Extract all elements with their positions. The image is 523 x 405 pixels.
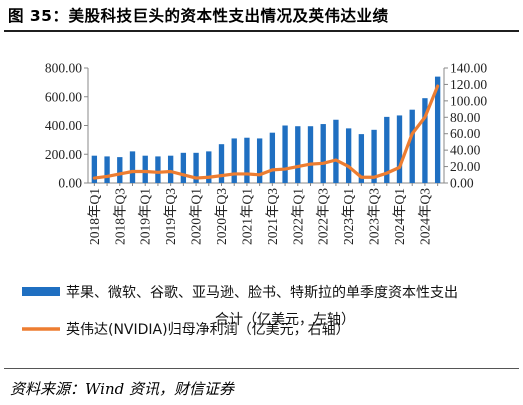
legend-line-label: 英伟达(NVIDIA)归母净利润（亿美元，右轴） <box>66 321 350 338</box>
left-axis-tick-label: 0.00 <box>58 176 82 191</box>
capex-bar <box>371 129 377 183</box>
right-axis-tick-label: 100.00 <box>450 93 487 108</box>
right-axis-tick-label: 0.00 <box>450 176 474 191</box>
capex-bar <box>422 98 428 183</box>
x-axis-tick-label: 2022年Q1 <box>290 188 305 245</box>
right-axis-tick-label: 140.00 <box>450 61 487 76</box>
capex-bar <box>333 119 339 183</box>
x-axis-tick-label: 2019年Q3 <box>163 188 178 245</box>
x-axis-tick-label: 2020年Q3 <box>214 188 229 245</box>
left-axis-tick-label: 200.00 <box>45 147 82 162</box>
x-axis-tick-label: 2022年Q3 <box>316 188 331 245</box>
capex-bar <box>206 151 212 183</box>
left-axis-tick-label: 800.00 <box>45 61 82 76</box>
x-axis-tick-label: 2020年Q1 <box>189 188 204 245</box>
x-axis-tick-label: 2019年Q1 <box>138 188 153 245</box>
legend-bar-label-line2: 合计（亿美元，左轴） <box>215 312 355 328</box>
capex-bar <box>218 144 225 183</box>
capex-bar <box>295 126 301 183</box>
capex-bar <box>167 155 174 183</box>
x-axis-tick-label: 2023年Q1 <box>341 188 356 245</box>
x-axis-tick-label: 2024年Q1 <box>392 188 407 245</box>
nvidia-profit-line <box>92 84 440 180</box>
x-axis-tick-label: 2018年Q1 <box>87 188 102 245</box>
right-axis-tick-label: 80.00 <box>450 110 481 125</box>
left-axis-tick-label: 400.00 <box>45 118 82 133</box>
left-axis-tick-label: 600.00 <box>45 89 82 104</box>
right-axis-tick-label: 60.00 <box>450 126 481 141</box>
x-axis-tick-label: 2021年Q1 <box>239 188 254 245</box>
x-axis-tick-label: 2024年Q3 <box>417 188 432 245</box>
capex-bar <box>269 132 276 183</box>
x-axis-tick-label: 2018年Q3 <box>112 188 127 245</box>
capex-bar <box>231 138 237 183</box>
capex-bar <box>320 124 326 183</box>
capex-bar <box>155 156 161 183</box>
capex-bar <box>180 152 187 183</box>
capex-bar <box>142 155 148 183</box>
figure-title: 图 35：美股科技巨头的资本性支出情况及英伟达业绩 <box>8 7 389 25</box>
x-axis-tick-label: 2021年Q3 <box>265 188 280 245</box>
capex-bar <box>129 151 136 183</box>
source-note: 资料来源：Wind 资讯，财信证券 <box>10 380 234 398</box>
capex-bar <box>104 156 110 183</box>
capex-bar <box>117 157 123 183</box>
capex-bar <box>384 116 390 183</box>
capex-bar <box>396 115 403 183</box>
capex-bar <box>282 125 288 183</box>
capex-bar <box>307 126 314 183</box>
capex-bar <box>409 109 415 183</box>
top-rule <box>4 30 519 32</box>
capex-bar <box>91 155 98 183</box>
capex-bar <box>345 128 352 183</box>
bottom-rule <box>4 368 519 369</box>
capex-bar <box>244 137 250 183</box>
capex-bar <box>434 76 441 183</box>
x-axis-tick-label: 2023年Q3 <box>367 188 382 245</box>
capex-bar <box>256 138 263 183</box>
right-axis-tick-label: 40.00 <box>450 143 481 158</box>
right-axis-tick-label: 120.00 <box>450 77 487 92</box>
right-axis-tick-label: 20.00 <box>450 159 481 174</box>
legend-bar-label-line1: 苹果、微软、谷歌、亚马逊、脸书、特斯拉的单季度资本性支出 <box>66 285 458 301</box>
capex-bar <box>193 152 199 183</box>
capex-bar <box>358 134 365 183</box>
legend-bar-swatch <box>22 287 60 296</box>
